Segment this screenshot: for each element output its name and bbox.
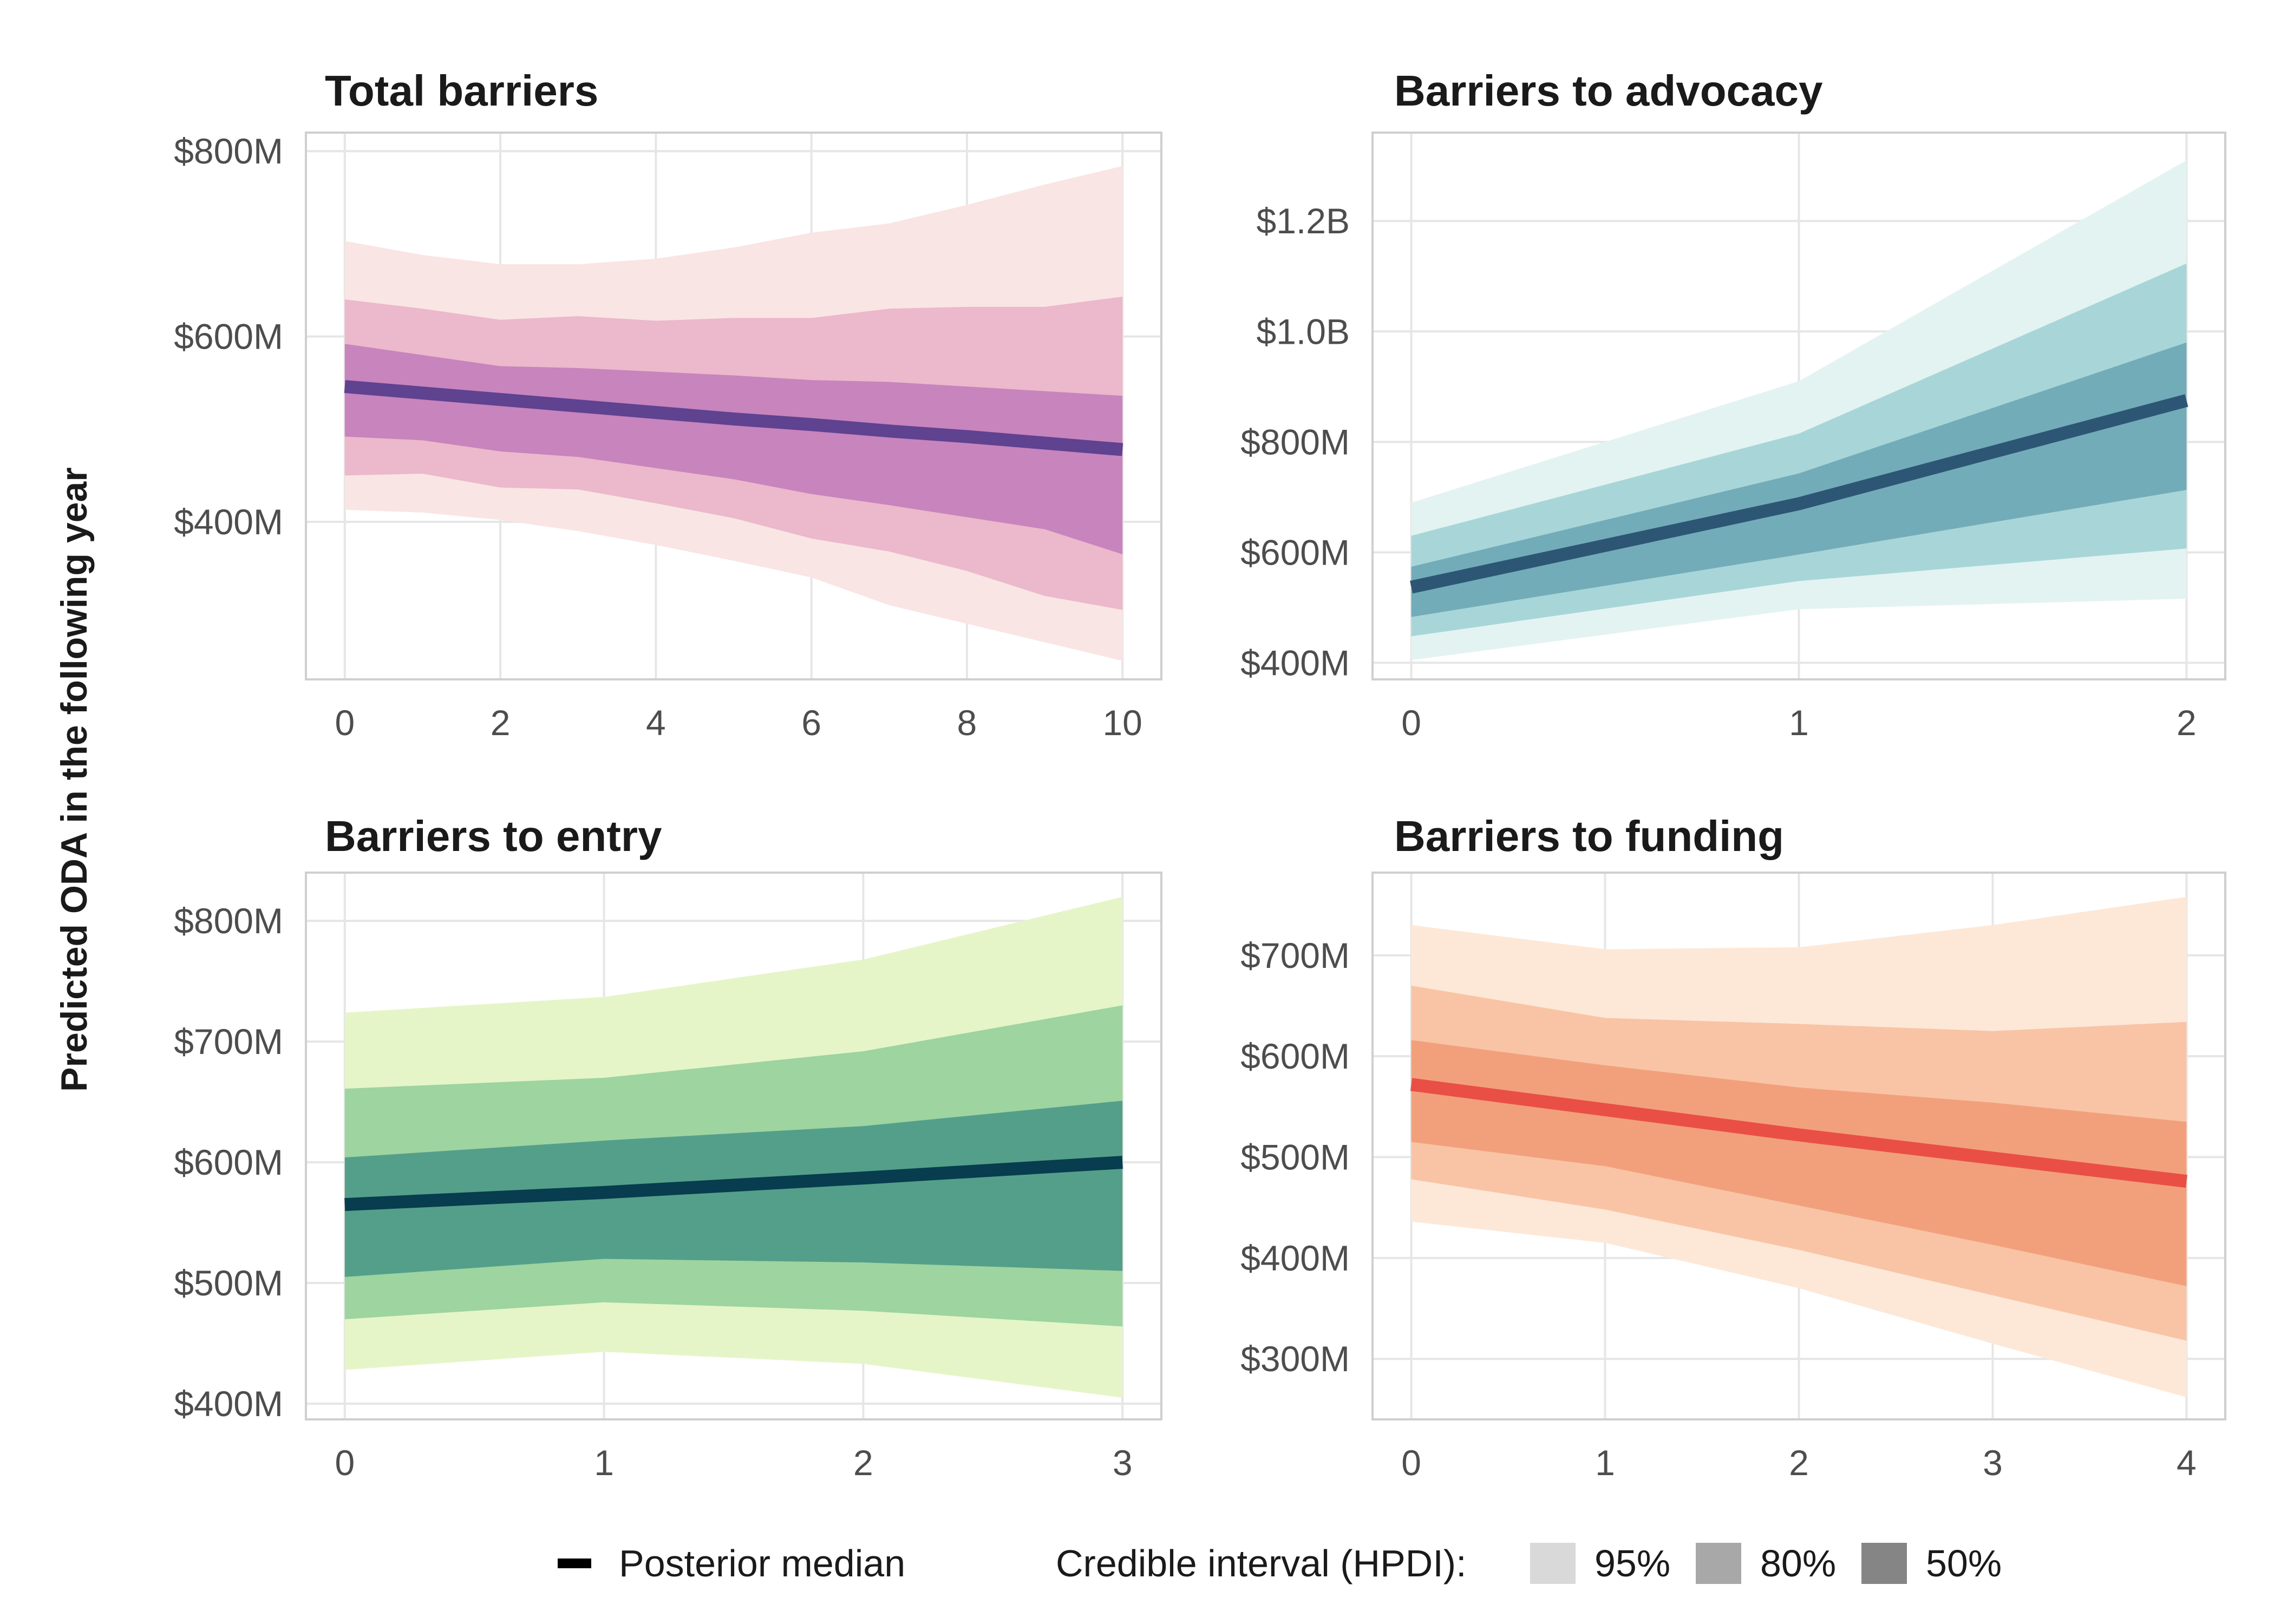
- legend-label-95: 95%: [1595, 1542, 1670, 1584]
- x-tick-label-advocacy-0: 0: [1401, 703, 1421, 743]
- x-tick-label-funding-4: 4: [2177, 1443, 2197, 1483]
- x-tick-label-total-barriers-3: 6: [801, 703, 821, 743]
- y-tick-label-advocacy-0: $400M: [1240, 643, 1350, 683]
- y-tick-label-funding-4: $700M: [1240, 935, 1350, 975]
- x-tick-label-funding-0: 0: [1401, 1443, 1421, 1483]
- y-tick-label-total-barriers-0: $400M: [174, 502, 283, 542]
- panel-title-barriers-to-advocacy: Barriers to advocacy: [1394, 67, 1823, 115]
- legend: Posterior median Credible interval (HPDI…: [558, 1542, 2002, 1584]
- y-tick-label-funding-1: $400M: [1240, 1238, 1350, 1278]
- legend-label-80: 80%: [1760, 1542, 1836, 1584]
- panel-border-entry: [305, 872, 1162, 1420]
- x-tick-label-total-barriers-5: 10: [1102, 703, 1142, 743]
- panel-border-funding: [1371, 872, 2226, 1420]
- x-tick-label-total-barriers-0: 0: [335, 703, 355, 743]
- y-tick-label-total-barriers-2: $800M: [174, 131, 283, 171]
- x-tick-label-funding-1: 1: [1595, 1443, 1615, 1483]
- x-tick-label-total-barriers-2: 4: [646, 703, 666, 743]
- y-tick-label-entry-2: $600M: [174, 1142, 283, 1182]
- x-tick-label-total-barriers-1: 2: [491, 703, 511, 743]
- band-50-funding: [1411, 1040, 2187, 1287]
- y-tick-label-funding-2: $500M: [1240, 1137, 1350, 1177]
- panel-title-total-barriers: Total barriers: [325, 67, 598, 115]
- legend-interval-title: Credible interval (HPDI):: [1056, 1542, 1467, 1584]
- panel-total-barriers: Total barriers $400M $600M $800M 0 2 4 6 8 10: [174, 67, 1162, 743]
- y-tick-label-entry-0: $400M: [174, 1384, 283, 1424]
- panel-barriers-to-advocacy: Barriers to advocacy $400M $600M $800M $1.0…: [1240, 67, 2226, 743]
- median-line-total-barriers: [344, 380, 1123, 456]
- y-tick-label-funding-0: $300M: [1240, 1339, 1350, 1379]
- x-tick-label-total-barriers-4: 8: [957, 703, 977, 743]
- x-tick-label-advocacy-2: 2: [2177, 703, 2197, 743]
- y-tick-label-entry-4: $800M: [174, 901, 283, 941]
- y-tick-label-total-barriers-1: $600M: [174, 317, 283, 357]
- y-tick-label-entry-1: $500M: [174, 1263, 283, 1303]
- y-tick-label-advocacy-4: $1.2B: [1257, 201, 1350, 241]
- panel-barriers-to-funding: Barriers to funding $300M $400M $500M $600M…: [1240, 812, 2226, 1483]
- x-tick-label-entry-3: 3: [1113, 1443, 1133, 1483]
- legend-swatch-95: [1530, 1543, 1576, 1584]
- legend-swatch-50: [1861, 1543, 1907, 1584]
- median-line-entry: [344, 1156, 1123, 1212]
- x-tick-label-funding-2: 2: [1789, 1443, 1809, 1483]
- panel-border-advocacy: [1371, 132, 2226, 680]
- x-tick-label-entry-0: 0: [335, 1443, 355, 1483]
- panel-title-barriers-to-entry: Barriers to entry: [325, 812, 662, 860]
- x-tick-label-entry-1: 1: [594, 1443, 614, 1483]
- x-tick-label-advocacy-1: 1: [1789, 703, 1809, 743]
- x-tick-label-entry-2: 2: [853, 1443, 873, 1483]
- median-line-advocacy: [1410, 394, 2188, 594]
- y-tick-label-advocacy-2: $800M: [1240, 422, 1350, 462]
- x-tick-label-funding-3: 3: [1983, 1443, 2003, 1483]
- y-tick-label-advocacy-1: $600M: [1240, 532, 1350, 572]
- median-line-funding: [1410, 1078, 2187, 1188]
- legend-median-label: Posterior median: [619, 1542, 905, 1584]
- y-tick-label-entry-3: $700M: [174, 1021, 283, 1062]
- panel-barriers-to-entry: Barriers to entry $400M $500M $600M $700M $8…: [174, 812, 1162, 1483]
- panel-title-barriers-to-funding: Barriers to funding: [1394, 812, 1784, 860]
- legend-swatch-80: [1696, 1543, 1741, 1584]
- y-tick-label-advocacy-3: $1.0B: [1257, 311, 1350, 351]
- legend-label-50: 50%: [1926, 1542, 2002, 1584]
- y-tick-label-funding-3: $600M: [1240, 1036, 1350, 1076]
- y-axis-title: Predicted ODA in the following year: [54, 467, 95, 1092]
- panel-border-total-barriers: [305, 132, 1162, 680]
